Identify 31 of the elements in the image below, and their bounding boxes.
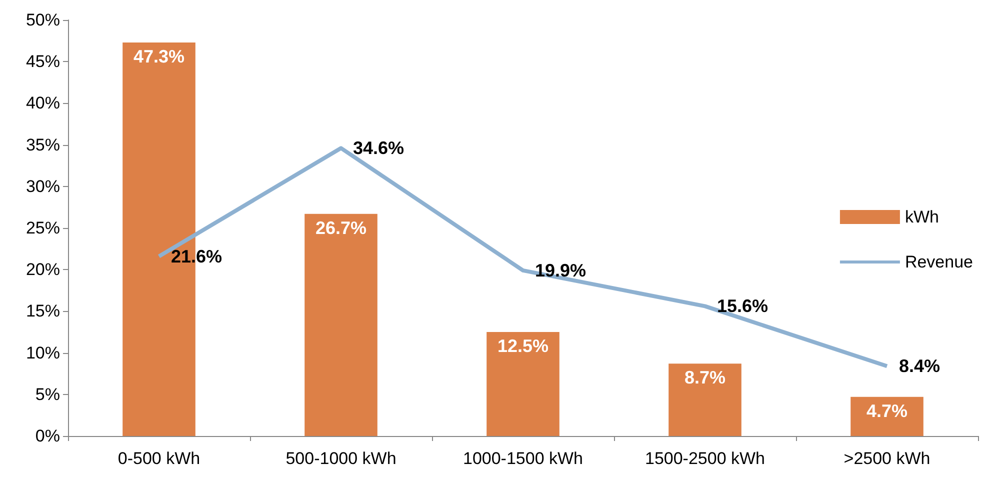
bar	[668, 364, 742, 436]
y-tick-label: 10%	[26, 343, 60, 362]
y-tick-label: 45%	[26, 52, 60, 72]
y-tick-label: 30%	[26, 176, 60, 196]
y-tick-label: 40%	[26, 94, 60, 113]
y-tick-label: 25%	[26, 218, 60, 238]
y-tick-label: 50%	[26, 10, 60, 30]
x-tick-label: 0-500 kWh	[118, 449, 200, 468]
data-label: 12.5%	[497, 336, 549, 356]
bar	[486, 332, 560, 436]
legend-label: Revenue	[904, 252, 974, 272]
x-tick-label: >2500 kWh	[844, 449, 930, 468]
bar	[850, 396, 924, 436]
data-label: 26.7%	[315, 218, 367, 238]
data-label: 15.6%	[717, 296, 768, 316]
y-tick-label: 0%	[35, 426, 60, 446]
y-tick-label: 20%	[26, 260, 60, 280]
y-tick-label: 35%	[26, 135, 60, 154]
x-tick-label: 1500-2500 kWh	[644, 449, 766, 468]
data-label: 8.7%	[684, 368, 726, 388]
x-tick-label: 1000-1500 kWh	[462, 449, 584, 468]
y-tick-label: 5%	[35, 384, 60, 404]
x-tick-label: 500-1000 kWh	[286, 449, 396, 468]
data-label: 34.6%	[353, 138, 404, 158]
data-label: 4.7%	[866, 400, 908, 421]
data-label: 19.9%	[535, 260, 586, 280]
y-tick-label: 15%	[26, 302, 60, 321]
legend-label: kWh	[904, 208, 939, 226]
data-label: 47.3%	[133, 46, 185, 66]
bar	[304, 214, 378, 436]
data-label: 8.4%	[899, 356, 940, 376]
